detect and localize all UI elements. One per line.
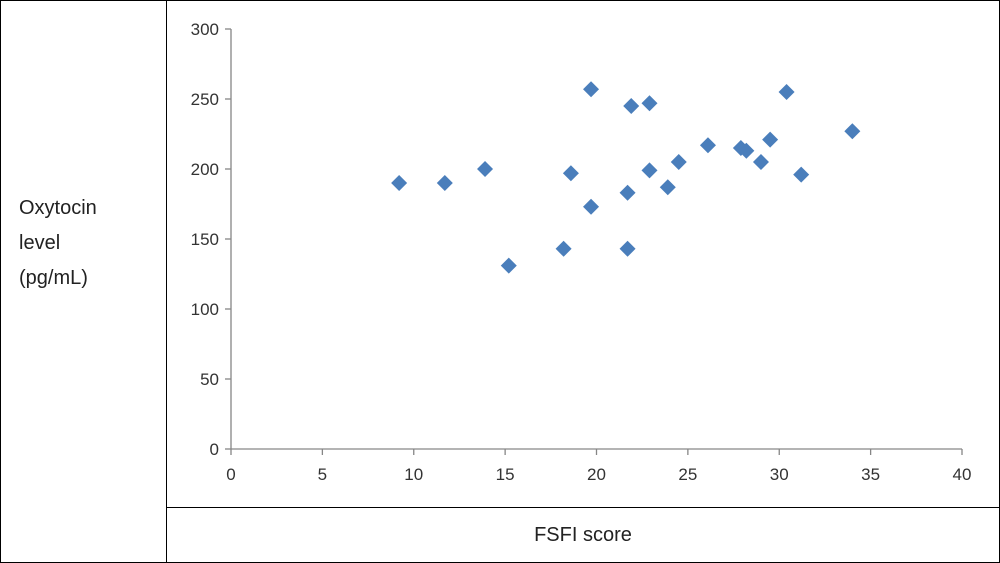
x-tick-label: 35	[861, 465, 880, 484]
y-tick-label: 0	[210, 440, 219, 459]
data-point	[583, 198, 600, 215]
y-axis-title-line-1: Oxytocin	[19, 197, 97, 219]
plot-panel: 0 50 100 150 200 250 300 0 5 10 15 20 25 30 35 40	[166, 0, 1000, 509]
data-point	[793, 166, 810, 183]
x-tick-label: 5	[318, 465, 327, 484]
x-tick-label: 15	[496, 465, 515, 484]
data-point	[391, 175, 408, 191]
data-point	[641, 162, 658, 179]
data-point	[500, 257, 517, 274]
y-axis-title-line-3: (pg/mL)	[19, 267, 88, 289]
data-point	[619, 184, 636, 201]
data-point	[844, 123, 861, 140]
x-tick-label: 40	[953, 465, 972, 484]
x-tick-label: 0	[226, 465, 235, 484]
y-axis-title-panel: Oxytocin level (pg/mL)	[0, 0, 168, 563]
data-point	[619, 240, 636, 257]
data-point	[670, 154, 687, 170]
y-axis-title-line-2: level	[19, 232, 61, 254]
y-tick-label: 300	[191, 20, 219, 39]
x-tick-label: 30	[770, 465, 789, 484]
data-point	[583, 81, 600, 98]
data-point	[752, 154, 769, 170]
data-point	[762, 131, 779, 148]
y-tick-label: 150	[191, 230, 219, 249]
x-tick-label: 10	[404, 465, 423, 484]
scatter-chart: 0 50 100 150 200 250 300 0 5 10 15 20 25 30 35 40	[191, 20, 972, 484]
data-point	[477, 161, 494, 177]
data-point	[778, 84, 795, 100]
data-point	[699, 137, 716, 154]
y-tick-label: 250	[191, 90, 219, 109]
data-point	[562, 165, 579, 182]
y-tick-label: 100	[191, 300, 219, 319]
y-tick-label: 50	[200, 370, 219, 389]
data-point	[641, 95, 658, 112]
y-axis-title: Oxytocin level (pg/mL)	[19, 191, 159, 296]
data-point	[738, 142, 755, 159]
y-tick-label: 200	[191, 160, 219, 179]
x-axis-title-panel: FSFI score	[166, 507, 1000, 563]
data-point	[623, 98, 640, 114]
x-axis-title: FSFI score	[534, 524, 632, 546]
data-point	[436, 175, 453, 191]
x-tick-label: 20	[587, 465, 606, 484]
x-tick-label: 25	[678, 465, 697, 484]
data-point	[659, 179, 676, 196]
data-point	[555, 240, 572, 257]
